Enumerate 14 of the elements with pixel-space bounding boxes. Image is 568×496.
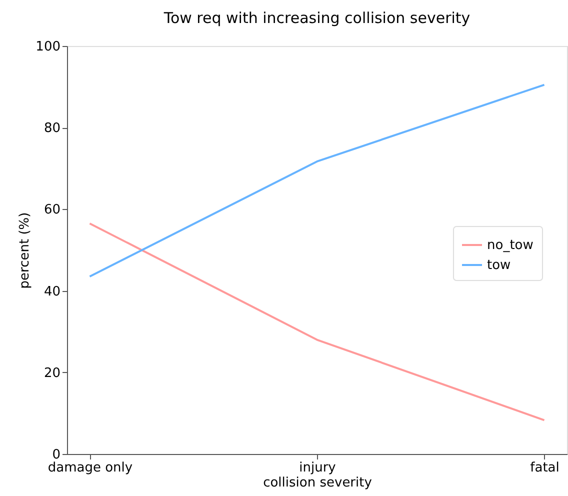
y-tick-label: 100: [36, 40, 60, 54]
chart-title: Tow req with increasing collision severity: [162, 9, 470, 27]
x-axis-title: collision severity: [263, 476, 372, 490]
y-tick-label: 40: [44, 284, 60, 300]
legend-label: no_tow: [487, 238, 534, 253]
legend-label: tow: [487, 258, 512, 273]
x-tick-label: injury: [299, 460, 336, 476]
y-tick-label: 80: [44, 121, 60, 136]
y-tick-label: 0: [52, 448, 60, 462]
y-tick-label: 20: [44, 366, 60, 381]
y-tick-label: 60: [44, 202, 60, 218]
y-axis-title: percent (%): [18, 212, 33, 289]
x-tick-label: fatal: [530, 460, 560, 476]
x-tick-label: damage only: [48, 460, 133, 476]
